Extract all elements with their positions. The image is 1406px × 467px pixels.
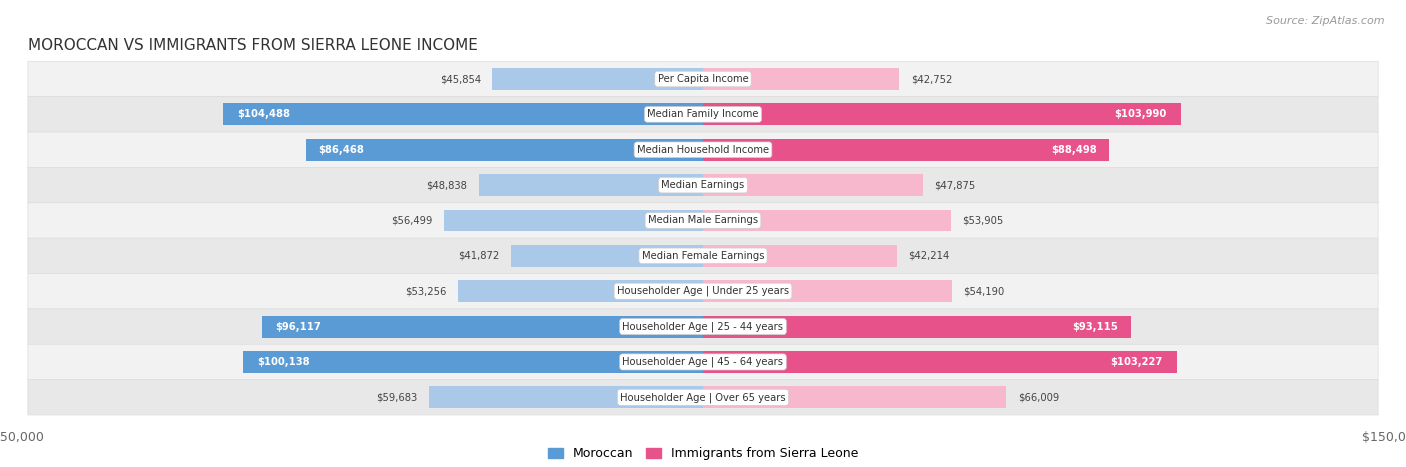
Text: Median Earnings: Median Earnings [661, 180, 745, 190]
Text: Median Female Earnings: Median Female Earnings [641, 251, 765, 261]
Text: $53,256: $53,256 [405, 286, 447, 296]
FancyBboxPatch shape [28, 132, 1378, 168]
Text: Householder Age | 45 - 64 years: Householder Age | 45 - 64 years [623, 357, 783, 367]
Text: $100,138: $100,138 [257, 357, 309, 367]
Text: $103,227: $103,227 [1111, 357, 1163, 367]
Text: $54,190: $54,190 [963, 286, 1005, 296]
FancyBboxPatch shape [28, 97, 1378, 132]
Legend: Moroccan, Immigrants from Sierra Leone: Moroccan, Immigrants from Sierra Leone [543, 442, 863, 465]
Bar [703, 351, 1177, 373]
Text: Median Male Earnings: Median Male Earnings [648, 215, 758, 226]
FancyBboxPatch shape [28, 309, 1378, 344]
Text: $66,009: $66,009 [1018, 392, 1059, 402]
Text: $59,683: $59,683 [377, 392, 418, 402]
Bar [703, 280, 952, 302]
Bar [703, 139, 1109, 161]
FancyBboxPatch shape [28, 380, 1378, 415]
Text: $86,468: $86,468 [318, 145, 364, 155]
Bar [703, 174, 922, 196]
FancyBboxPatch shape [28, 274, 1378, 309]
Bar [307, 139, 703, 161]
Text: Householder Age | Under 25 years: Householder Age | Under 25 years [617, 286, 789, 297]
Text: $45,854: $45,854 [440, 74, 481, 84]
Bar [703, 386, 1007, 408]
Bar [478, 174, 703, 196]
Text: MOROCCAN VS IMMIGRANTS FROM SIERRA LEONE INCOME: MOROCCAN VS IMMIGRANTS FROM SIERRA LEONE… [28, 37, 478, 52]
Text: $53,905: $53,905 [962, 215, 1004, 226]
Text: $56,499: $56,499 [391, 215, 432, 226]
Bar [492, 68, 703, 90]
Text: Median Household Income: Median Household Income [637, 145, 769, 155]
Text: Source: ZipAtlas.com: Source: ZipAtlas.com [1267, 16, 1385, 26]
FancyBboxPatch shape [28, 168, 1378, 203]
Text: $88,498: $88,498 [1052, 145, 1097, 155]
Bar [510, 245, 703, 267]
Bar [429, 386, 703, 408]
Bar [262, 316, 703, 338]
Text: $96,117: $96,117 [274, 322, 321, 332]
Bar [703, 210, 950, 232]
Text: $42,214: $42,214 [908, 251, 949, 261]
Bar [703, 316, 1130, 338]
Text: Per Capita Income: Per Capita Income [658, 74, 748, 84]
Bar [243, 351, 703, 373]
Bar [703, 68, 900, 90]
Text: Median Family Income: Median Family Income [647, 109, 759, 120]
Text: Householder Age | Over 65 years: Householder Age | Over 65 years [620, 392, 786, 403]
FancyBboxPatch shape [28, 238, 1378, 274]
FancyBboxPatch shape [28, 344, 1378, 380]
Text: $103,990: $103,990 [1114, 109, 1167, 120]
Text: Householder Age | 25 - 44 years: Householder Age | 25 - 44 years [623, 321, 783, 332]
Text: $93,115: $93,115 [1073, 322, 1118, 332]
Text: $48,838: $48,838 [426, 180, 467, 190]
Text: $47,875: $47,875 [935, 180, 976, 190]
Text: $104,488: $104,488 [238, 109, 291, 120]
Text: $41,872: $41,872 [458, 251, 499, 261]
Bar [703, 103, 1181, 125]
Bar [458, 280, 703, 302]
FancyBboxPatch shape [28, 61, 1378, 97]
FancyBboxPatch shape [28, 203, 1378, 238]
Text: $42,752: $42,752 [911, 74, 952, 84]
Bar [703, 245, 897, 267]
Bar [224, 103, 703, 125]
Bar [443, 210, 703, 232]
